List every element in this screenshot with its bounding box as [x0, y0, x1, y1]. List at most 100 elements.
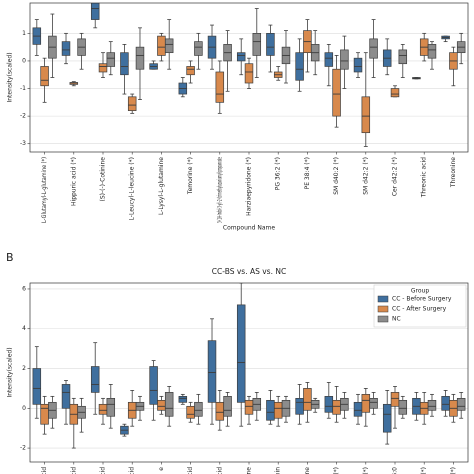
x-tick-label: nin	[275, 467, 282, 474]
x-tick-label: dine	[304, 467, 311, 474]
box	[332, 68, 341, 117]
x-tick-label: L-Glutamyl-L-glutamine (*)	[41, 157, 48, 223]
box	[98, 63, 108, 73]
x-tick-label: Threonic acid	[421, 157, 428, 198]
box	[40, 403, 49, 425]
y-axis-label: Intensity(scaled)	[7, 52, 14, 102]
box	[266, 33, 275, 56]
box	[361, 394, 371, 413]
x-tick-label: PG 36:2 (*)	[275, 157, 282, 190]
x-tick-label: acid	[100, 467, 107, 474]
x-tick-label: SM d40:2 (*)	[333, 157, 340, 195]
x-tick-label: acid	[216, 467, 223, 474]
box	[236, 52, 246, 62]
box	[90, 3, 100, 20]
y-tick-label: -2	[20, 113, 26, 120]
x-tick-label: acid	[41, 467, 48, 474]
box	[215, 71, 225, 103]
box	[194, 41, 203, 56]
y-tick-label: -3	[20, 140, 26, 147]
box	[207, 340, 217, 403]
y-tick-label: 6	[22, 285, 26, 292]
x-tick-label: (S)-(-)-Cotinine	[100, 157, 107, 202]
box	[244, 63, 254, 84]
y-tick-label: 4	[22, 325, 26, 332]
box	[106, 52, 116, 67]
y-tick-label: 2	[22, 365, 26, 372]
y-tick-label: 1	[22, 30, 26, 37]
y-tick-label: -2	[20, 445, 26, 452]
box	[427, 399, 437, 411]
plot	[32, 3, 466, 147]
legend-title: Group	[411, 288, 429, 295]
box	[332, 399, 341, 415]
x-tick-label: L-Lysyl-L-glutamine	[158, 157, 165, 215]
box	[135, 46, 145, 70]
box	[398, 49, 408, 65]
box	[273, 401, 283, 419]
box	[149, 366, 158, 405]
box	[61, 384, 71, 409]
box	[390, 88, 400, 98]
plot	[32, 283, 466, 449]
box	[303, 388, 312, 411]
x-tick-label: e	[158, 467, 165, 471]
legend-swatch	[377, 295, 389, 303]
box	[236, 304, 246, 403]
x-tick-label: 3-(1H-Indol-3-yl)-2-(trimethylazaniumyl)…	[216, 157, 223, 223]
box	[157, 35, 166, 56]
chart-title: CC-BS vs. AS vs. NC	[212, 267, 286, 276]
x-tick-label: e (*)	[421, 467, 428, 474]
box	[266, 399, 275, 421]
y-tick-label: 0	[22, 405, 26, 412]
box	[369, 38, 378, 59]
box	[324, 396, 334, 413]
legend-box	[373, 284, 467, 328]
x-tick-label: acid	[129, 467, 136, 474]
box	[353, 401, 363, 417]
x-tick-label: Hippuric acid (*)	[70, 157, 77, 206]
box	[382, 403, 392, 433]
y-axis-label: Intensity(scaled)	[7, 347, 14, 397]
legend-swatch	[377, 305, 389, 313]
x-tick-label: e (*)	[333, 467, 340, 474]
x-tick-label: L-Leucyl-L-leucine (*)	[129, 157, 136, 220]
box	[32, 368, 42, 405]
x-tick-label: e (*)	[450, 467, 457, 474]
y-tick-label: 0	[22, 57, 26, 64]
x-tick-label: line	[246, 467, 253, 474]
box	[215, 401, 225, 421]
box	[295, 52, 304, 81]
box	[164, 392, 174, 417]
box	[295, 398, 304, 415]
box	[324, 52, 334, 67]
box	[369, 398, 378, 409]
box	[398, 399, 408, 415]
x-tick-label: SM d42:2 (*)	[362, 157, 369, 195]
x-tick-label: Cer d42:2 (*)	[392, 157, 399, 196]
box	[40, 66, 49, 87]
box	[178, 396, 188, 403]
box	[120, 52, 129, 76]
x-tick-label: PE 38:4 (*)	[304, 157, 311, 189]
box	[106, 398, 116, 417]
box	[194, 401, 203, 417]
box	[61, 41, 71, 56]
x-tick-label: Temorine (*)	[187, 157, 194, 195]
legend-label: CC - After Surgery	[392, 306, 447, 313]
box	[361, 96, 371, 134]
x-tick-label: Threonine	[450, 157, 457, 188]
x-tick-label: e (*)	[362, 467, 369, 474]
box	[186, 66, 195, 76]
box	[244, 399, 254, 415]
legend-label: NC	[392, 316, 401, 323]
x-tick-label: acid	[70, 467, 77, 474]
box	[98, 403, 108, 415]
legend-label: CC - Before Surgery	[392, 296, 452, 303]
legend-swatch	[377, 315, 389, 323]
box	[456, 398, 466, 411]
x-axis-label: Compound Name	[223, 225, 276, 232]
y-tick-label: -1	[20, 85, 26, 92]
box	[441, 396, 450, 411]
